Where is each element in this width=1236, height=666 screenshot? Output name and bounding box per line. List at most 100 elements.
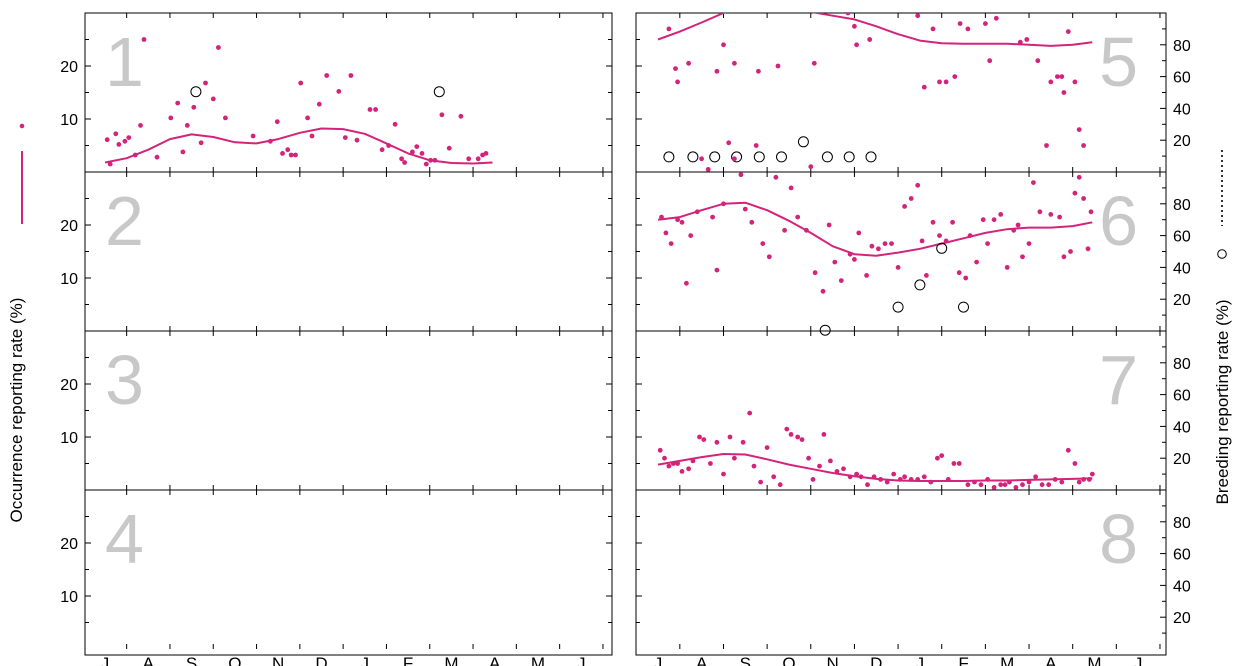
breeding-point: [433, 86, 445, 98]
occurrence-point: [869, 243, 875, 249]
occurrence-point: [974, 259, 979, 265]
occurrence-point: [721, 201, 726, 207]
occurrence-point: [399, 156, 404, 162]
right-column-frame: [635, 12, 1167, 656]
occurrence-point: [721, 471, 726, 477]
occurrence-point: [760, 241, 766, 247]
right-y-tick-label: 20: [1173, 451, 1191, 468]
occurrence-point: [694, 209, 700, 215]
occurrence-point: [402, 160, 407, 165]
occurrence-point: [854, 471, 859, 477]
occurrence-point: [867, 37, 873, 42]
right-y-tick-label: 80: [1173, 515, 1191, 532]
occurrence-point: [980, 217, 986, 223]
occurrence-point: [908, 196, 914, 201]
occurrence-point: [210, 96, 216, 102]
occurrence-point: [116, 142, 122, 147]
occurrence-point: [1044, 143, 1049, 148]
occurrence-point: [957, 21, 963, 26]
left-y-tick-label: 10: [60, 271, 78, 288]
occurrence-point: [928, 479, 934, 485]
occurrence-point: [1072, 461, 1078, 466]
month-tick-label: A: [143, 654, 155, 666]
month-tick-label: O: [782, 654, 795, 666]
breeding-point: [819, 324, 831, 336]
occurrence-point: [882, 241, 888, 247]
month-tick-label: J: [1134, 654, 1143, 666]
month-tick-label: S: [186, 654, 197, 666]
occurrence-point: [1057, 214, 1062, 220]
occurrence-point: [1061, 90, 1067, 95]
month-tick-label: A: [489, 654, 501, 666]
occurrence-point: [423, 161, 429, 167]
occurrence-point: [679, 219, 685, 225]
occurrence-point: [1020, 482, 1025, 488]
occurrence-point: [902, 474, 907, 480]
occurrence-point: [1065, 29, 1071, 34]
panel-number-2: 2: [105, 182, 144, 260]
occurrence-point: [104, 137, 110, 143]
breeding-point: [821, 151, 833, 163]
occurrence-point: [316, 101, 322, 107]
occurrence-point: [806, 455, 811, 461]
occurrence-point: [956, 461, 962, 466]
occurrence-point: [972, 479, 977, 485]
occurrence-point: [852, 23, 857, 29]
occurrence-point: [483, 151, 489, 156]
legend-breeding-point-marker: [1217, 249, 1227, 259]
occurrence-point: [795, 434, 801, 440]
occurrence-point: [1088, 209, 1094, 215]
occurrence-point: [998, 212, 1004, 217]
month-tick-label: J: [654, 654, 663, 666]
breeding-point: [892, 301, 904, 313]
month-tick-label: O: [228, 654, 241, 666]
right-column-data: [657, 0, 1095, 490]
occurrence-point: [324, 73, 330, 78]
occurrence-point: [673, 66, 678, 71]
occurrence-point: [1048, 79, 1054, 85]
occurrence-point: [826, 222, 832, 228]
occurrence-point: [832, 259, 838, 265]
month-tick-label: M: [531, 654, 545, 666]
right-y-tick-label: 80: [1173, 38, 1191, 55]
occurrence-point: [747, 410, 753, 416]
occurrence-point: [466, 156, 472, 162]
legend-occurrence-point-marker: [19, 123, 25, 129]
occurrence-point: [180, 149, 186, 155]
month-tick-label: M: [1087, 654, 1101, 666]
occurrence-point: [808, 164, 814, 170]
month-tick-label: A: [1045, 654, 1057, 666]
occurrence-point: [1011, 227, 1017, 233]
month-tick-label: M: [444, 654, 458, 666]
occurrence-point: [921, 84, 927, 90]
occurrence-point: [414, 144, 420, 150]
occurrence-point: [1048, 212, 1054, 217]
occurrence-point: [788, 185, 794, 191]
occurrence-point: [991, 485, 997, 490]
breeding-point: [797, 136, 809, 148]
month-tick-label: N: [826, 654, 838, 666]
occurrence-point: [379, 147, 385, 153]
breeding-point: [190, 86, 202, 98]
occurrence-point: [1061, 254, 1067, 260]
occurrence-point: [1026, 241, 1032, 247]
occurrence-point: [1068, 249, 1073, 254]
occurrence-point: [764, 445, 770, 450]
occurrence-point: [686, 466, 691, 472]
occurrence-point: [298, 80, 304, 86]
occurrence-point: [865, 482, 870, 488]
occurrence-point: [727, 434, 733, 440]
occurrence-point: [864, 273, 869, 278]
panel-number-7: 7: [1099, 341, 1138, 419]
occurrence-point: [475, 156, 481, 162]
occurrence-point: [660, 0, 665, 5]
occurrence-point: [1039, 482, 1045, 488]
occurrence-point: [1031, 180, 1036, 186]
occurrence-point: [756, 68, 761, 74]
occurrence-point: [832, 0, 837, 5]
month-tick-label: N: [272, 654, 284, 666]
occurrence-point: [930, 219, 936, 225]
left-column-data: [104, 37, 493, 167]
occurrence-point: [705, 167, 711, 172]
left-y-tick-label: 20: [60, 377, 78, 394]
